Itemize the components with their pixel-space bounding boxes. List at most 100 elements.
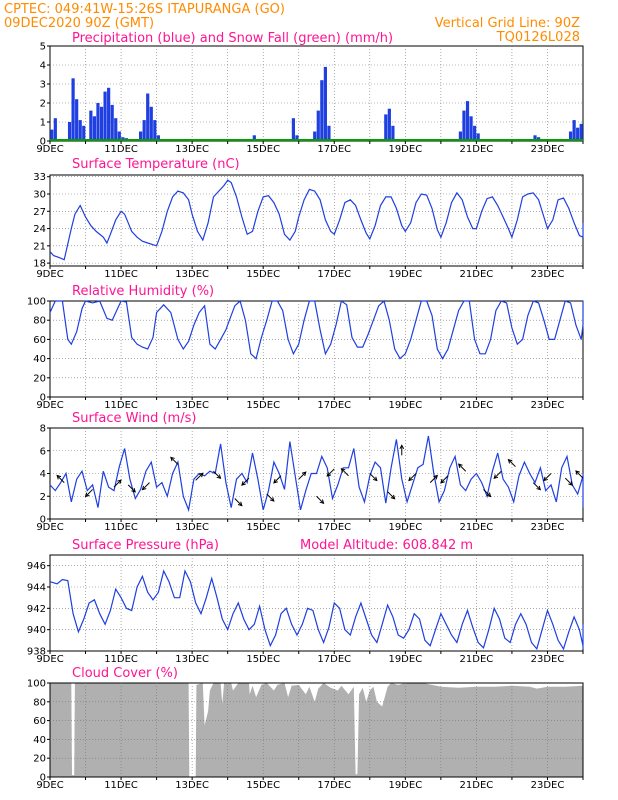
wind-arrow-head: [575, 470, 580, 475]
wind-arrow: [241, 477, 250, 486]
wind-arrow-shaft: [316, 495, 324, 504]
wind-arrow: [408, 473, 417, 482]
wind-arrow: [369, 473, 378, 482]
y-tick-label: 40: [33, 354, 46, 365]
precip-bar: [75, 99, 79, 141]
wind-arrow-shaft: [483, 489, 491, 497]
wind-arrow-shaft: [241, 477, 250, 486]
wind-arrow-head: [390, 494, 396, 500]
x-tick-label: 13DEC: [175, 654, 209, 665]
x-tick-label: 17DEC: [317, 780, 351, 791]
x-tick-label: 9DEC: [36, 144, 63, 155]
y-tick-label: 20: [33, 754, 46, 765]
wind-arrow-head: [319, 499, 325, 505]
wind-arrow-shaft: [213, 470, 221, 479]
x-tick-label: 21DEC: [460, 522, 494, 533]
x-tick-label: 19DEC: [388, 522, 422, 533]
y-tick-label: 6: [40, 446, 46, 457]
wind-arrow-head: [216, 474, 222, 480]
wind-arrow-head: [326, 472, 332, 477]
wind-arrow-head: [440, 478, 445, 484]
wind-arrow-shaft: [326, 468, 335, 477]
precip-bar: [53, 118, 57, 141]
wind-arrow-shaft: [429, 475, 438, 483]
x-tick-label: 13DEC: [175, 522, 209, 533]
x-tick-label: 13DEC: [175, 269, 209, 280]
precip-bar: [114, 118, 118, 141]
wind-arrow-head: [269, 497, 275, 502]
precip-bar: [71, 78, 75, 141]
y-tick-label: 0: [40, 137, 46, 148]
precip-bar: [156, 135, 160, 141]
x-tick-label: 23DEC: [531, 780, 565, 791]
wind-arrow-shaft: [408, 473, 417, 481]
x-tick-label: 15DEC: [246, 400, 280, 411]
precip-bar: [327, 125, 331, 141]
wind-arrow-shaft: [387, 491, 395, 500]
wind-arrow: [316, 495, 325, 505]
x-tick-label: 23DEC: [531, 654, 565, 665]
wind-arrow-head: [507, 458, 513, 464]
y-tick-label: 20: [33, 373, 46, 384]
precip-bar: [99, 106, 104, 141]
pressure-frame: [49, 554, 584, 652]
precip-bar: [139, 131, 143, 141]
x-tick-label: 15DEC: [246, 144, 280, 155]
precip-bar: [469, 116, 473, 141]
pressure-series-line: [49, 569, 584, 651]
wind-arrow: [273, 475, 282, 484]
wind-arrow-shaft: [575, 470, 584, 479]
wind-arrow-head: [56, 474, 62, 480]
humidity-series-line: [49, 299, 584, 360]
wind-panel: 9DEC 11DEC 13DEC 15DEC 17DEC 19DEC 21DEC 23DEC 0…: [36, 411, 584, 533]
wind-arrow: [56, 474, 65, 483]
cloud-title: Cloud Cover (%): [72, 666, 178, 681]
x-tick-label: 15DEC: [246, 522, 280, 533]
wind-arrow-shaft: [508, 459, 516, 468]
precip-bar: [462, 110, 466, 141]
y-tick-label: 0: [40, 773, 46, 784]
x-tick-label: 15DEC: [246, 269, 280, 280]
precip-bar: [67, 122, 72, 141]
precip-bar: [576, 127, 580, 141]
precip-bar: [476, 133, 480, 141]
wind-arrow-head: [340, 467, 346, 473]
humidity-title: Relative Humidity (%): [72, 284, 214, 299]
y-tick-label: 80: [33, 697, 46, 708]
precip-bar: [82, 125, 86, 141]
precip-bar: [110, 104, 114, 141]
temperature-frame: [49, 174, 584, 267]
y-tick-label: 0: [40, 393, 46, 404]
x-tick-label: 11DEC: [104, 780, 138, 791]
y-tick-label: 946: [27, 561, 46, 572]
precip-bar: [103, 91, 107, 141]
wind-arrow-head: [493, 474, 499, 480]
y-tick-label: 33: [33, 172, 46, 183]
y-tick-label: 938: [27, 647, 46, 658]
x-tick-label: 13DEC: [175, 144, 209, 155]
precip-bar: [473, 125, 477, 141]
header-station: CPTEC: 049:41W-15:26S ITAPURANGA (GO): [4, 2, 285, 17]
x-tick-label: 11DEC: [104, 522, 138, 533]
wind-arrow-head: [131, 487, 136, 493]
x-tick-label: 13DEC: [175, 780, 209, 791]
temperature-series-line: [49, 179, 584, 261]
y-tick-label: 27: [33, 207, 46, 218]
x-tick-label: 17DEC: [317, 144, 351, 155]
wind-arrow: [84, 489, 93, 498]
x-tick-label: 9DEC: [36, 400, 63, 411]
x-tick-label: 23DEC: [531, 269, 565, 280]
precip-bar: [316, 110, 320, 141]
wind-arrow: [399, 444, 405, 456]
x-tick-label: 11DEC: [104, 654, 138, 665]
x-tick-label: 21DEC: [460, 780, 494, 791]
wind-arrow: [141, 482, 150, 491]
pressure-panel: 9DEC 11DEC 13DEC 15DEC 17DEC 19DEC 21DEC 23DEC 9…: [27, 538, 584, 665]
y-tick-label: 24: [33, 224, 46, 235]
y-tick-label: 8: [40, 424, 46, 435]
precip-bar: [320, 80, 324, 141]
precip-bar: [384, 114, 388, 141]
wind-arrow-shaft: [85, 489, 93, 497]
wind-arrow: [543, 473, 552, 482]
y-tick-label: 2: [40, 99, 46, 110]
